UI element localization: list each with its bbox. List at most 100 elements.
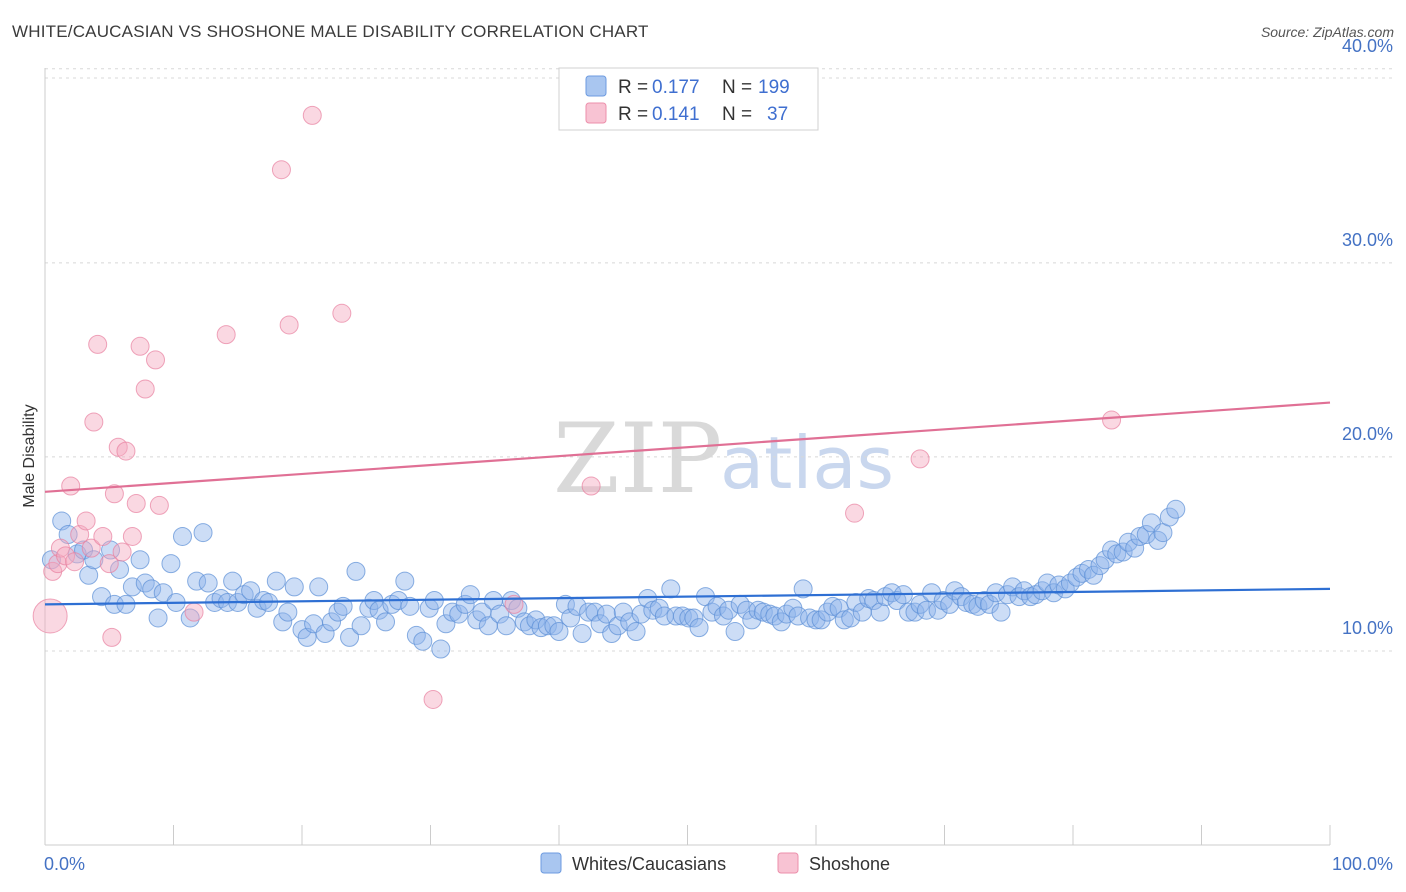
point-shoshone: [48, 554, 68, 574]
point-whites: [241, 581, 261, 601]
point-whites: [1113, 542, 1133, 562]
legend-swatch-shoshone: [585, 102, 607, 124]
point-shoshone: [149, 495, 169, 515]
point-whites: [788, 606, 808, 626]
point-whites: [266, 571, 286, 591]
point-whites: [672, 606, 692, 626]
point-whites: [679, 608, 699, 628]
point-whites: [153, 583, 173, 603]
point-whites: [1084, 565, 1104, 585]
point-whites: [122, 577, 142, 597]
legend-n-value-shoshone: 37: [767, 104, 788, 125]
legend-n-label-shoshone: N =: [722, 104, 752, 125]
x-ticks: [44, 825, 1331, 845]
point-whites: [172, 526, 192, 546]
point-whites: [490, 604, 510, 624]
point-whites: [737, 600, 757, 620]
point-whites: [1078, 559, 1098, 579]
bottom-legend-label-whites: Whites/Caucasians: [572, 854, 726, 874]
watermark-zip: ZIP: [553, 403, 722, 515]
point-whites: [620, 612, 640, 632]
point-shoshone: [302, 105, 322, 125]
point-whites: [376, 612, 396, 632]
point-whites: [742, 610, 762, 630]
point-whites: [1067, 567, 1087, 587]
legend-r-value-whites: 0.177: [652, 77, 700, 98]
y-tick-label: 10.0%: [1342, 618, 1393, 638]
point-whites: [800, 608, 820, 628]
point-whites: [684, 608, 704, 628]
point-whites: [544, 616, 564, 636]
point-whites: [449, 604, 469, 624]
point-whites: [561, 608, 581, 628]
legend-r-label-shoshone: R =: [618, 104, 648, 125]
point-whites: [180, 608, 200, 628]
point-whites: [811, 610, 831, 630]
point-whites: [1130, 526, 1150, 546]
point-whites: [1107, 544, 1127, 564]
point-shoshone: [184, 602, 204, 622]
point-whites: [991, 602, 1011, 622]
point-whites: [793, 579, 813, 599]
y-tick-labels: 10.0% 20.0% 30.0% 40.0%: [1342, 36, 1393, 638]
point-whites: [142, 579, 162, 599]
point-shoshone: [126, 493, 146, 513]
point-shoshone: [104, 484, 124, 504]
point-whites: [79, 565, 99, 585]
y-tick-label: 30.0%: [1342, 230, 1393, 250]
point-whites: [806, 610, 826, 630]
point-whites: [917, 600, 937, 620]
trend-line-whites: [44, 587, 1331, 606]
point-shoshone: [1102, 410, 1122, 430]
point-whites: [351, 616, 371, 636]
point-whites: [753, 602, 773, 622]
point-whites: [974, 591, 994, 610]
point-whites: [979, 594, 999, 614]
point-whites: [689, 618, 709, 638]
legend-r-value-shoshone: 0.141: [652, 104, 700, 125]
gridlines: [45, 68, 1393, 652]
point-whites: [187, 571, 207, 591]
point-whites: [713, 606, 733, 626]
point-whites: [643, 600, 663, 620]
point-whites: [661, 579, 681, 599]
point-whites: [870, 602, 890, 622]
point-shoshone: [581, 476, 601, 496]
point-whites: [496, 616, 516, 636]
legend-swatch-whites: [585, 75, 607, 97]
y-tick-label: 40.0%: [1342, 36, 1393, 56]
point-whites: [597, 604, 617, 624]
point-shoshone: [122, 526, 142, 546]
source-label: Source: ZipAtlas.com: [1260, 24, 1394, 40]
trend-line-shoshone: [44, 401, 1331, 493]
point-whites: [1090, 556, 1110, 576]
point-whites: [1102, 540, 1122, 560]
point-whites: [1166, 499, 1186, 519]
point-whites: [1003, 577, 1023, 597]
point-whites: [309, 577, 329, 597]
point-shoshone: [332, 303, 352, 323]
point-whites: [161, 554, 181, 574]
bottom-legend-swatch-shoshone: [777, 852, 799, 874]
trend-lines: [44, 401, 1331, 606]
point-whites: [340, 627, 360, 647]
point-whites: [725, 622, 745, 642]
point-shoshone: [84, 412, 104, 432]
point-shoshone: [504, 594, 524, 614]
point-whites: [1125, 538, 1145, 558]
legend-r-label-whites: R =: [618, 77, 648, 98]
x-tick-label-min: 0.0%: [44, 854, 85, 874]
point-whites: [951, 587, 971, 607]
point-shoshone: [423, 689, 443, 709]
point-shoshone: [81, 538, 101, 558]
point-shoshone: [910, 449, 930, 469]
point-shoshone: [61, 476, 81, 496]
legend-n-value-whites: 199: [758, 77, 790, 98]
point-whites: [436, 614, 456, 634]
point-whites: [928, 600, 948, 620]
point-whites: [413, 631, 433, 651]
point-whites: [841, 608, 861, 628]
point-shoshone: [32, 598, 68, 634]
bottom-legend-swatch-whites: [540, 852, 562, 874]
